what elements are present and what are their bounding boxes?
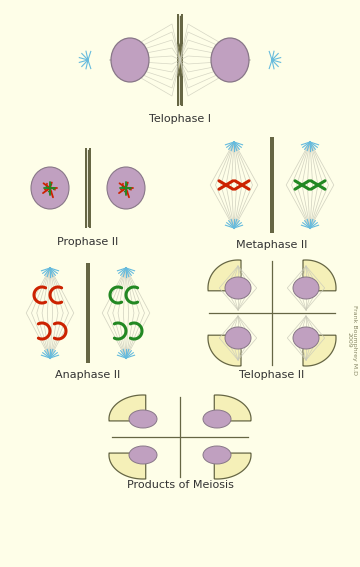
Polygon shape (109, 395, 146, 421)
Text: Telophase I: Telophase I (149, 114, 211, 124)
Ellipse shape (225, 277, 251, 299)
Ellipse shape (111, 38, 149, 82)
Text: Telophase II: Telophase II (239, 370, 305, 380)
Text: Anaphase II: Anaphase II (55, 370, 121, 380)
Polygon shape (109, 453, 146, 479)
Ellipse shape (293, 327, 319, 349)
Ellipse shape (211, 38, 249, 82)
Polygon shape (303, 335, 336, 366)
Polygon shape (214, 453, 251, 479)
Polygon shape (178, 14, 182, 106)
Ellipse shape (129, 410, 157, 428)
Ellipse shape (293, 277, 319, 299)
Polygon shape (303, 260, 336, 291)
Text: Prophase II: Prophase II (57, 237, 119, 247)
Ellipse shape (107, 167, 145, 209)
Polygon shape (178, 14, 182, 106)
Polygon shape (208, 260, 241, 291)
Text: Products of Meiosis: Products of Meiosis (127, 480, 233, 490)
Ellipse shape (203, 446, 231, 464)
Ellipse shape (203, 410, 231, 428)
Ellipse shape (225, 327, 251, 349)
Polygon shape (214, 395, 251, 421)
Ellipse shape (31, 167, 69, 209)
Text: Metaphase II: Metaphase II (236, 240, 308, 250)
Ellipse shape (129, 446, 157, 464)
Polygon shape (208, 335, 241, 366)
Text: Frank Boumphrey M.D
2009: Frank Boumphrey M.D 2009 (347, 305, 357, 375)
